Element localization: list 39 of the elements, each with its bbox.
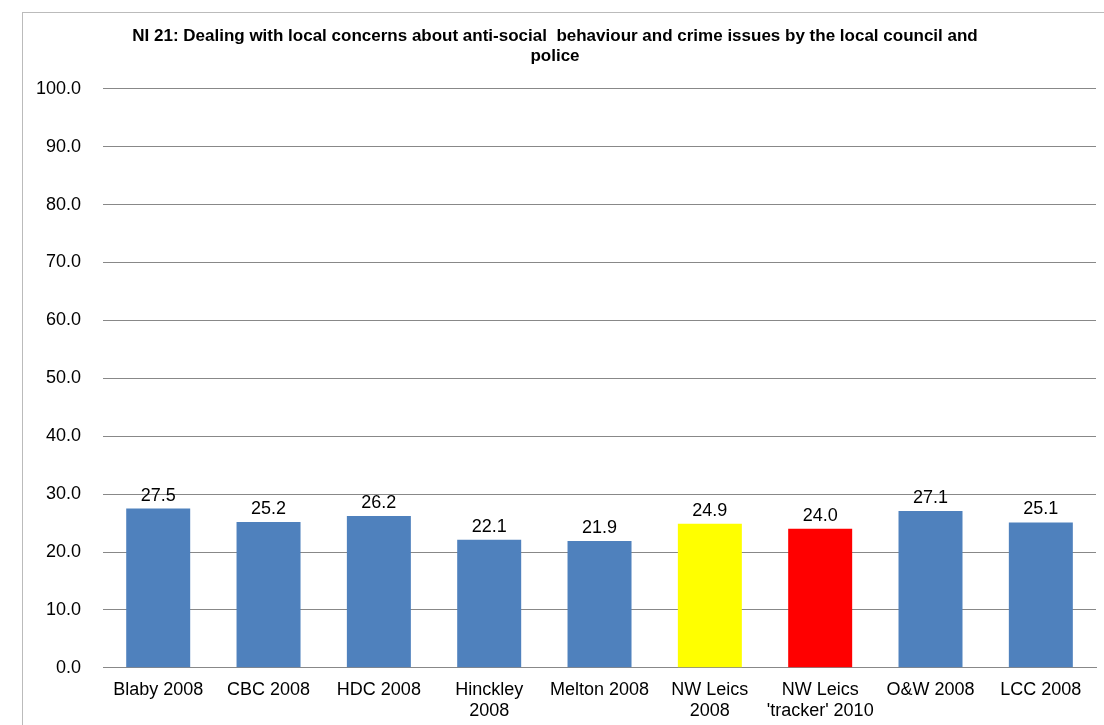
y-tick-label: 100.0 — [36, 77, 82, 98]
data-label: 27.5 — [140, 484, 176, 505]
bar — [236, 521, 301, 668]
x-tick-label: NW Leics 'tracker' 2010 — [766, 678, 874, 721]
x-tick-label: O&W 2008 — [886, 678, 975, 699]
data-label: 22.1 — [471, 515, 507, 536]
x-tick-label: LCC 2008 — [1000, 678, 1082, 699]
bar — [567, 541, 632, 668]
y-tick-label: 40.0 — [46, 425, 82, 446]
data-label: 25.2 — [251, 497, 287, 518]
y-tick-label: 60.0 — [46, 309, 82, 330]
bar — [457, 539, 522, 668]
x-tick-label: NW Leics 2008 — [671, 678, 749, 721]
data-label: 25.1 — [1023, 498, 1059, 519]
x-tick-label: Blaby 2008 — [113, 678, 204, 699]
bar — [898, 510, 963, 668]
bar — [677, 523, 742, 668]
data-label: 26.2 — [361, 492, 397, 513]
chart-title: NI 21: Dealing with local concerns about anti-social behaviour and crime issues by the local council and police — [132, 25, 978, 66]
x-tick-label: Hinckley 2008 — [455, 678, 524, 721]
y-tick-label: 80.0 — [46, 193, 82, 214]
y-tick-label: 20.0 — [46, 540, 82, 561]
y-tick-label: 0.0 — [56, 656, 82, 677]
y-tick-label: 30.0 — [46, 483, 82, 504]
data-label: 24.9 — [692, 499, 728, 520]
y-tick-label: 10.0 — [46, 598, 82, 619]
bar — [346, 516, 411, 668]
x-tick-label: HDC 2008 — [336, 678, 421, 699]
y-tick-label: 90.0 — [46, 135, 82, 156]
bar — [788, 528, 853, 668]
bar — [126, 508, 191, 668]
bar — [1008, 522, 1073, 668]
x-tick-label: CBC 2008 — [227, 678, 311, 699]
data-label: 27.1 — [912, 486, 949, 507]
data-label: 21.9 — [582, 516, 618, 537]
data-label: 24.0 — [802, 504, 838, 525]
y-tick-label: 70.0 — [46, 251, 82, 272]
x-tick-label: Melton 2008 — [549, 678, 650, 699]
y-tick-label: 50.0 — [46, 367, 82, 388]
